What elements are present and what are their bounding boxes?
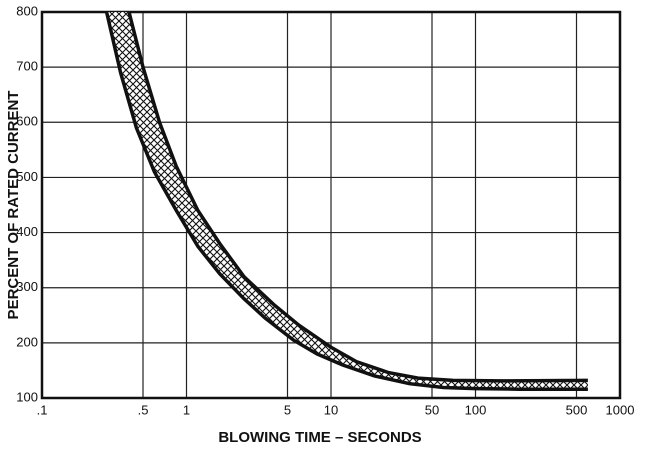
curve bbox=[127, 12, 588, 383]
y-axis-label: PERCENT OF RATED CURRENT bbox=[5, 91, 22, 320]
x-tick-label: .5 bbox=[138, 402, 149, 417]
x-tick-label: 1 bbox=[183, 402, 190, 417]
x-tick-label: .1 bbox=[37, 402, 48, 417]
curve bbox=[104, 12, 588, 391]
x-tick-label: 500 bbox=[566, 402, 588, 417]
y-tick-label: 300 bbox=[16, 279, 38, 294]
y-tick-label: 400 bbox=[16, 224, 38, 239]
y-tick-label: 100 bbox=[16, 389, 38, 404]
plot-frame bbox=[40, 10, 622, 400]
y-tick-label: 700 bbox=[16, 59, 38, 74]
band-fill bbox=[106, 12, 588, 390]
y-tick-label: 500 bbox=[16, 169, 38, 184]
x-tick-label: 50 bbox=[425, 402, 439, 417]
x-tick-label: 5 bbox=[284, 402, 291, 417]
x-tick-label: 10 bbox=[324, 402, 338, 417]
x-tick-label: 1000 bbox=[606, 402, 635, 417]
x-axis-label: BLOWING TIME – SECONDS bbox=[218, 429, 421, 446]
y-tick-label: 600 bbox=[16, 114, 38, 129]
x-tick-label: 100 bbox=[465, 402, 487, 417]
y-tick-label: 200 bbox=[16, 334, 38, 349]
y-tick-label: 800 bbox=[16, 3, 38, 18]
